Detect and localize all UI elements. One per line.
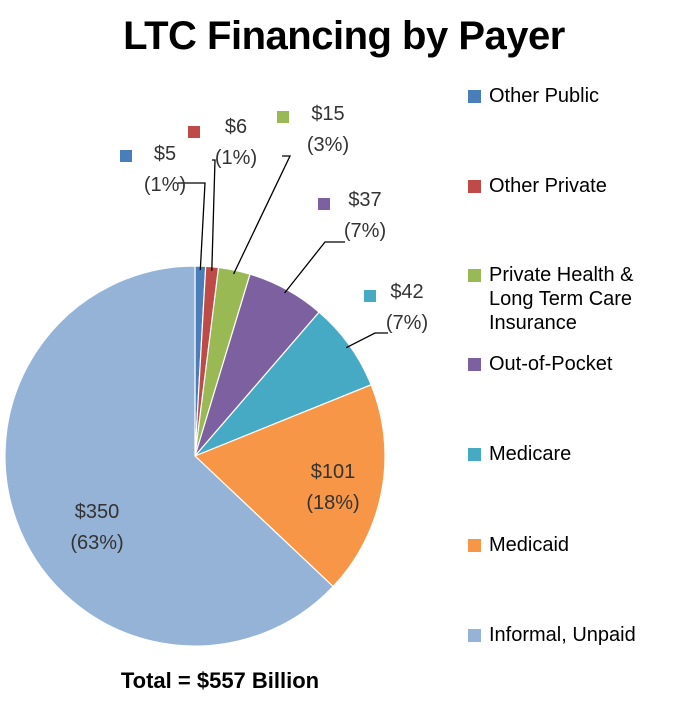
legend-swatch	[468, 90, 481, 103]
pie-slice-informal-unpaid	[4, 265, 334, 647]
data-label-percent-out-of-pocket: (7%)	[344, 220, 386, 242]
data-label-value-out-of-pocket: $37	[348, 189, 381, 211]
legend-label: Other Private	[489, 175, 607, 197]
legend: Other Public Other Private Private Health …	[468, 0, 683, 721]
data-label-percent-informal-unpaid: (63%)	[70, 532, 123, 554]
leader-line-medicare	[345, 332, 388, 349]
total-label: Total = $557 Billion	[120, 668, 320, 693]
data-label-marker-medicare	[364, 290, 376, 302]
data-label-percent-medicaid: (18%)	[306, 492, 359, 514]
data-label-percent-medicare: (7%)	[386, 312, 428, 334]
data-label-marker-out-of-pocket	[318, 198, 330, 210]
data-label-marker-private-health-long-term-care-insurance	[277, 111, 289, 123]
legend-label: Medicare	[489, 443, 572, 465]
legend-label: Other Public	[489, 85, 600, 107]
legend-item-other-public: Other Public	[468, 84, 679, 108]
legend-label: Out-of-Pocket	[489, 353, 613, 375]
legend-item-out-of-pocket: Out-of-Pocket	[468, 352, 679, 376]
legend-swatch	[468, 358, 481, 371]
legend-item-medicaid: Medicaid	[468, 533, 679, 557]
pie-slice-medicaid	[193, 383, 386, 588]
legend-label: Informal, Unpaid	[489, 624, 636, 646]
data-label-value-private-health-long-term-care-insurance: $15	[311, 103, 344, 125]
leader-line-other-public	[178, 182, 206, 271]
leader-line-other-private	[211, 159, 216, 271]
legend-swatch	[468, 269, 481, 282]
legend-swatch	[468, 448, 481, 461]
legend-item-other-private: Other Private	[468, 174, 679, 198]
legend-swatch	[468, 539, 481, 552]
data-label-value-other-public: $5	[154, 143, 176, 165]
chart-title: LTC Financing by Payer	[123, 14, 565, 58]
legend-swatch	[468, 180, 481, 193]
data-label-value-medicare: $42	[390, 281, 423, 303]
data-label-value-medicaid: $101	[311, 461, 356, 483]
data-label-percent-other-private: (1%)	[215, 147, 257, 169]
legend-label: Private Health & Long Term Care Insuranc…	[489, 264, 634, 334]
data-label-marker-other-private	[188, 126, 200, 138]
data-label-marker-other-public	[120, 150, 132, 162]
data-label-value-other-private: $6	[225, 116, 247, 138]
legend-item-private-health-long-term-care-insurance: Private Health & Long Term Care Insuranc…	[468, 263, 679, 335]
leader-line-out-of-pocket	[284, 241, 345, 294]
legend-item-medicare: Medicare	[468, 442, 679, 466]
data-label-percent-private-health-long-term-care-insurance: (3%)	[307, 134, 349, 156]
legend-item-informal-unpaid: Informal, Unpaid	[468, 623, 679, 647]
legend-swatch	[468, 629, 481, 642]
data-label-value-informal-unpaid: $350	[75, 501, 120, 523]
leader-line-private-health-long-term-care-insurance	[233, 155, 292, 275]
legend-label: Medicaid	[489, 534, 570, 556]
data-label-percent-other-public: (1%)	[144, 174, 186, 196]
